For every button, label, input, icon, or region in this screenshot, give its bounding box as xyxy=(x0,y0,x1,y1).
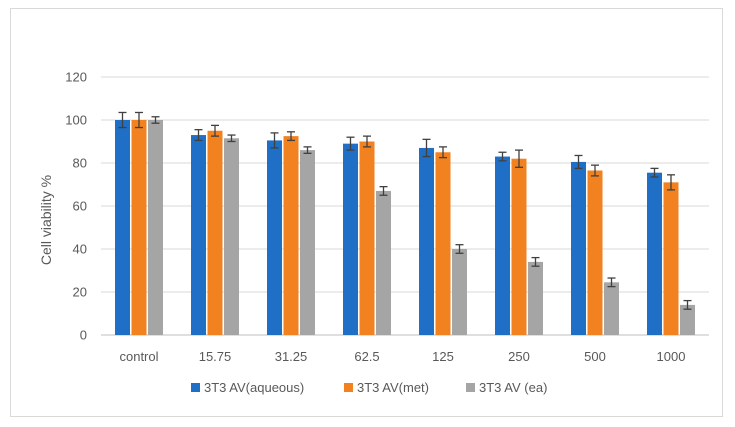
y-tick-label: 120 xyxy=(65,70,87,85)
y-tick-label: 80 xyxy=(73,156,87,171)
legend-item: 3T3 AV (ea) xyxy=(466,380,547,395)
error-bar xyxy=(515,149,523,168)
error-bars xyxy=(118,111,692,310)
error-bar xyxy=(650,167,659,178)
error-bar xyxy=(303,146,312,154)
bar xyxy=(191,135,206,335)
error-bar xyxy=(227,134,236,143)
error-bar xyxy=(363,135,371,148)
x-tick-label: 31.25 xyxy=(275,349,308,364)
error-bar xyxy=(118,111,127,129)
error-bar xyxy=(287,131,295,142)
bar xyxy=(300,150,315,335)
error-bar xyxy=(591,164,599,177)
bar xyxy=(571,161,586,335)
bar xyxy=(267,140,282,335)
bar xyxy=(359,141,375,335)
legend-item: 3T3 AV(met) xyxy=(344,380,429,395)
bar xyxy=(131,120,147,335)
bar xyxy=(419,147,434,335)
bar xyxy=(343,143,358,335)
bar xyxy=(207,130,223,335)
error-bar xyxy=(211,124,219,137)
bar xyxy=(511,158,527,335)
bar xyxy=(376,190,391,335)
error-bar xyxy=(422,138,431,158)
y-tick-label: 20 xyxy=(73,285,87,300)
error-bar xyxy=(135,111,143,129)
error-bar xyxy=(270,132,279,149)
y-tick-label: 60 xyxy=(73,199,87,214)
error-bar xyxy=(683,299,692,310)
legend-label: 3T3 AV(met) xyxy=(357,380,429,395)
y-axis-ticks: 0 20 40 60 80 100 120 xyxy=(65,70,87,343)
y-axis-label: Cell viability % xyxy=(38,175,54,265)
legend-label: 3T3 AV(aqueous) xyxy=(204,380,304,395)
error-bar xyxy=(531,256,540,267)
bar xyxy=(115,120,130,335)
legend-item: 3T3 AV(aqueous) xyxy=(191,380,304,395)
error-bar xyxy=(574,154,583,170)
bar xyxy=(435,152,451,335)
x-tick-label: 62.5 xyxy=(354,349,379,364)
bar xyxy=(647,172,662,335)
bar xyxy=(680,304,695,335)
x-axis-ticks: control 15.75 31.25 62.5 125 250 500 1000 xyxy=(119,349,685,364)
error-bar xyxy=(455,244,464,254)
x-tick-label: 1000 xyxy=(657,349,686,364)
bar xyxy=(224,138,239,335)
bar xyxy=(663,182,679,335)
bar xyxy=(528,261,543,335)
bar xyxy=(148,120,163,335)
bar xyxy=(283,136,299,335)
error-bar xyxy=(151,116,160,124)
error-bar xyxy=(498,151,507,162)
legend-label: 3T3 AV (ea) xyxy=(479,380,547,395)
error-bar xyxy=(379,185,388,196)
y-tick-label: 40 xyxy=(73,242,87,257)
error-bar xyxy=(667,174,675,191)
bar xyxy=(452,249,467,335)
y-tick-label: 0 xyxy=(80,328,87,343)
bars xyxy=(115,120,695,335)
x-tick-label: 500 xyxy=(584,349,606,364)
error-bar xyxy=(439,146,447,159)
error-bar xyxy=(607,277,616,288)
x-tick-label: control xyxy=(119,349,158,364)
x-tick-label: 250 xyxy=(508,349,530,364)
error-bar xyxy=(194,129,203,142)
bar xyxy=(495,156,510,335)
legend-swatch xyxy=(191,383,200,392)
error-bar xyxy=(346,136,355,151)
x-tick-label: 15.75 xyxy=(199,349,232,364)
legend-swatch xyxy=(344,383,353,392)
legend: 3T3 AV(aqueous) 3T3 AV(met) 3T3 AV (ea) xyxy=(191,380,547,395)
y-tick-label: 100 xyxy=(65,113,87,128)
legend-swatch xyxy=(466,383,475,392)
bar xyxy=(604,282,619,335)
bar xyxy=(587,170,603,335)
x-tick-label: 125 xyxy=(432,349,454,364)
